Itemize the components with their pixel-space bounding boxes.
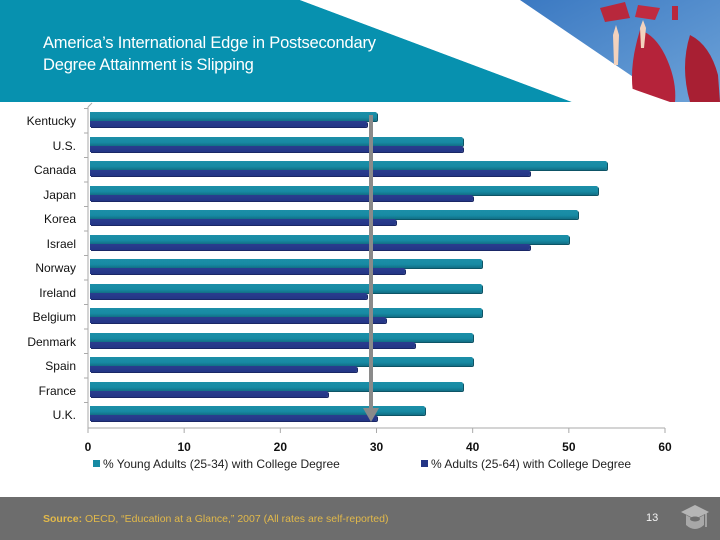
- category-label: U.S.: [52, 138, 76, 153]
- chart-axes: [84, 102, 666, 433]
- category-label: Spain: [45, 359, 76, 373]
- category-label: Canada: [33, 163, 76, 177]
- header-background: [0, 0, 720, 102]
- bar-adults: [90, 390, 329, 397]
- bar-young-adults: [90, 210, 579, 219]
- bar-adults: [90, 170, 531, 176]
- bar-adults: [90, 341, 415, 348]
- bar-young-adults: [90, 406, 425, 415]
- bar-adults: [90, 121, 367, 127]
- category-label: Japan: [43, 187, 76, 202]
- category-label: Denmark: [27, 334, 76, 349]
- category-label: Israel: [46, 236, 76, 251]
- bar-young-adults: [90, 283, 483, 293]
- x-tick-label: 0: [84, 440, 92, 454]
- slide-footer: Source: OECD, “Education at a Glance,” 2…: [0, 497, 720, 540]
- bar-adults: [90, 415, 377, 421]
- bar-young-adults: [90, 234, 569, 244]
- bar-young-adults: [90, 259, 483, 268]
- category-label: Ireland: [39, 285, 76, 300]
- page-number: 13: [646, 512, 659, 524]
- bar-young-adults: [90, 357, 473, 366]
- bar-young-adults: [90, 112, 377, 121]
- bar-adults: [90, 194, 473, 201]
- slide-header: America’s International Edge in Postseco…: [0, 0, 720, 102]
- bar-adults: [90, 145, 464, 152]
- bar-young-adults: [90, 136, 464, 146]
- legend-swatch-young: [93, 460, 100, 467]
- x-tick-label: 10: [177, 440, 191, 454]
- bar-young-adults: [90, 161, 608, 170]
- graduates-photo-figures: [600, 2, 720, 102]
- bar-adults: [90, 317, 387, 323]
- x-tick-label: 30: [369, 440, 384, 454]
- bar-young-adults: [90, 185, 598, 195]
- x-tick-label: 60: [658, 440, 672, 454]
- bar-adults: [90, 292, 367, 299]
- legend-item-adults: % Adults (25-64) with College Degree: [421, 457, 631, 471]
- category-label: Kentucky: [26, 114, 76, 128]
- x-tick-label: 50: [562, 440, 576, 454]
- x-tick-label: 20: [273, 440, 288, 454]
- bar-adults: [90, 219, 396, 225]
- bar-adults: [90, 243, 531, 250]
- source-citation: Source: OECD, “Education at a Glance,” 2…: [43, 513, 389, 525]
- bar-young-adults: [90, 308, 483, 317]
- legend-item-young-adults: % Young Adults (25-34) with College Degr…: [93, 457, 340, 471]
- legend-swatch-adults: [421, 460, 428, 467]
- reference-arrow: [363, 115, 379, 422]
- category-label: Korea: [43, 212, 76, 226]
- category-label: Norway: [35, 261, 76, 275]
- bar-young-adults: [90, 381, 464, 391]
- title-band: [0, 0, 572, 102]
- graduation-cap-icon: [681, 505, 709, 529]
- slide-title: America’s International Edge in Postseco…: [43, 34, 376, 74]
- category-label: Belgium: [32, 310, 76, 324]
- x-tick-label: 40: [465, 440, 480, 454]
- category-label: U.K.: [52, 408, 76, 422]
- bar-adults: [90, 268, 406, 274]
- category-label: France: [38, 383, 76, 398]
- bar-young-adults: [90, 332, 473, 342]
- bar-adults: [90, 366, 358, 372]
- bar-chart: Kentucky U.S. Canada Japan Korea Israel Norway…: [0, 102, 720, 492]
